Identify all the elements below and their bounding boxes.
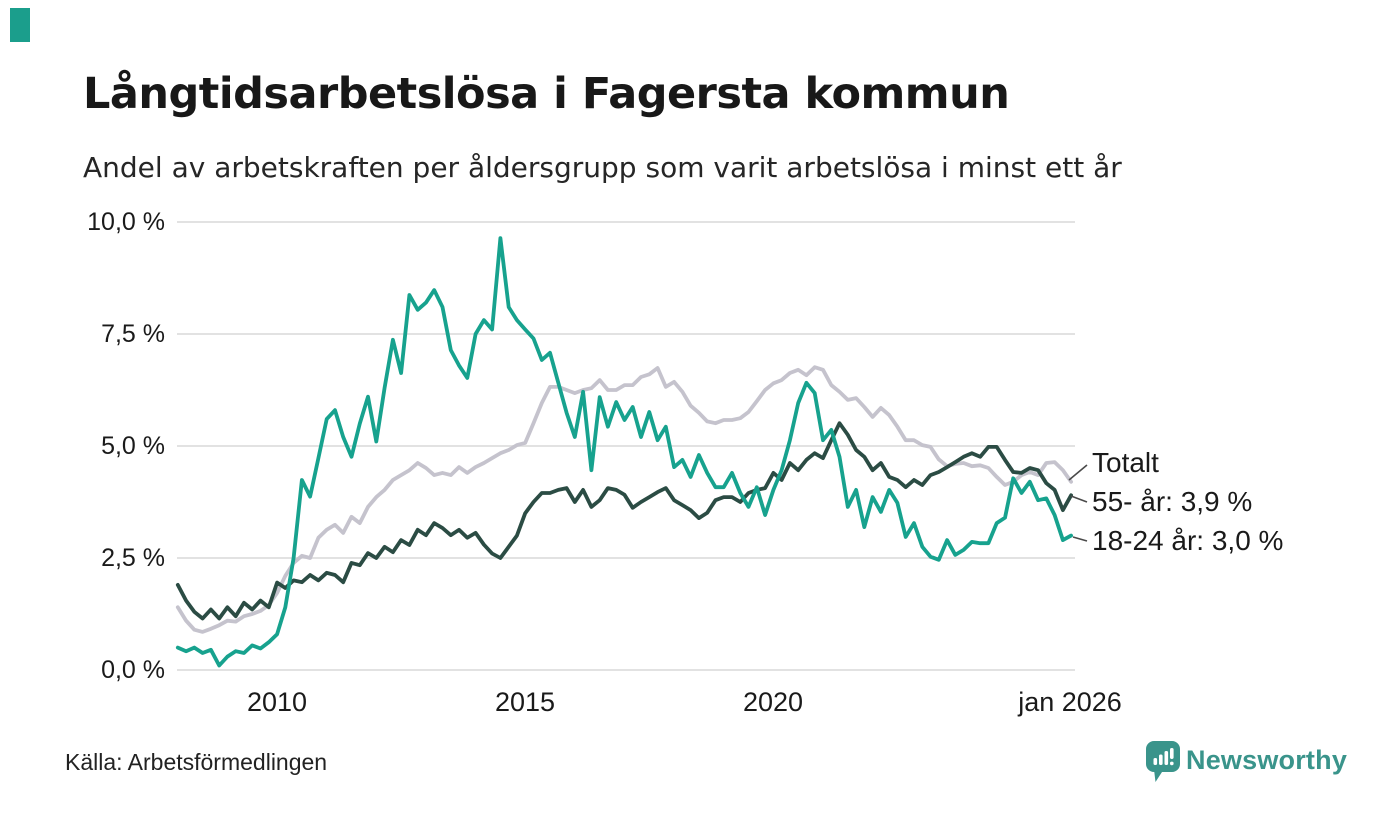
brand-corner-mark [10, 8, 30, 42]
source-note: Källa: Arbetsförmedlingen [65, 749, 328, 775]
series-line-55-r [175, 421, 1073, 621]
newsworthy-logo-text: Newsworthy [1186, 745, 1348, 775]
x-axis-tick-label: jan 2026 [1018, 687, 1122, 717]
series-end-label-55-ar: 55- år: 3,9 % [1092, 486, 1253, 517]
x-axis-tick-label: 2020 [742, 687, 804, 717]
series-line-totalt [175, 365, 1073, 634]
x-axis-tick-label: 2015 [494, 687, 556, 717]
series-end-label-18-24-ar: 18-24 år: 3,0 % [1092, 525, 1284, 556]
y-axis-tick-label: 10,0 % [87, 208, 165, 236]
y-axis-tick-label: 0,0 % [101, 656, 165, 684]
page-title: Långtidsarbetslösa i Fagersta kommun [83, 69, 1010, 119]
chart-speech-bubble-icon [1146, 741, 1180, 782]
page-subtitle: Andel av arbetskraften per åldersgrupp s… [83, 151, 1122, 184]
y-axis-tick-label: 7,5 % [101, 320, 165, 348]
series-line-18-24-r [175, 236, 1073, 668]
end-label-connector [1070, 495, 1088, 503]
y-axis-tick-label: 2,5 % [101, 544, 165, 572]
newsworthy-logo: Newsworthy [1146, 740, 1396, 790]
x-axis-tick-label: 2010 [246, 687, 308, 717]
end-label-connector [1068, 464, 1088, 481]
y-axis-tick-label: 5,0 % [101, 432, 165, 460]
series-end-label-totalt: Totalt [1092, 447, 1159, 478]
end-label-connector [1072, 536, 1088, 542]
